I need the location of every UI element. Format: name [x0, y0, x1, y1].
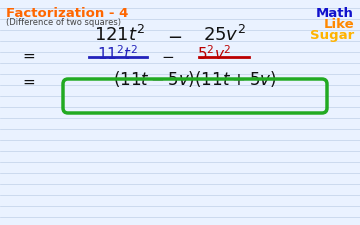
Text: $11^2t^2$: $11^2t^2$: [97, 44, 139, 63]
Text: $121t^2$: $121t^2$: [94, 25, 146, 45]
Text: $=$: $=$: [20, 48, 36, 63]
Text: $-$: $-$: [161, 48, 175, 63]
Text: $(11t-5v)(11t+5v)$: $(11t-5v)(11t+5v)$: [113, 69, 277, 89]
Text: (Difference of two squares): (Difference of two squares): [6, 18, 121, 27]
Text: Math: Math: [316, 7, 354, 20]
Text: $5^2v^2$: $5^2v^2$: [197, 44, 231, 63]
Text: $=$: $=$: [20, 74, 36, 89]
Text: Factorization - 4: Factorization - 4: [6, 7, 129, 20]
Text: Sugar: Sugar: [310, 29, 354, 42]
Text: Like: Like: [323, 18, 354, 31]
Text: $-$: $-$: [167, 27, 183, 45]
Text: $25v^2$: $25v^2$: [203, 25, 247, 45]
